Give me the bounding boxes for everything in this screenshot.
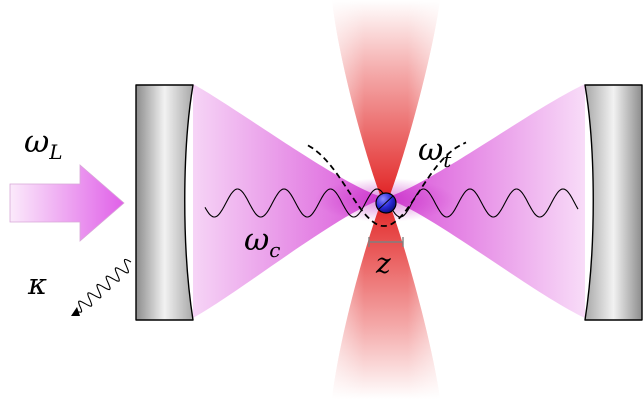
- cavity-field-left-lobe: [193, 84, 385, 318]
- cavity-field-right-lobe: [385, 84, 585, 318]
- right-mirror: [584, 84, 643, 321]
- position-scale-bar: [368, 237, 404, 247]
- decay-rate-label: κ: [27, 267, 47, 301]
- laser-frequency-label: ωL: [24, 124, 63, 164]
- decay-arrow: [71, 258, 132, 316]
- cavity-frequency-label: ωc: [244, 222, 280, 262]
- position-label: z: [375, 247, 391, 280]
- input-laser-arrow: [9, 164, 125, 242]
- left-mirror: [135, 84, 194, 321]
- trapped-particle: [375, 192, 397, 214]
- trap-frequency-label: ωt: [418, 132, 452, 172]
